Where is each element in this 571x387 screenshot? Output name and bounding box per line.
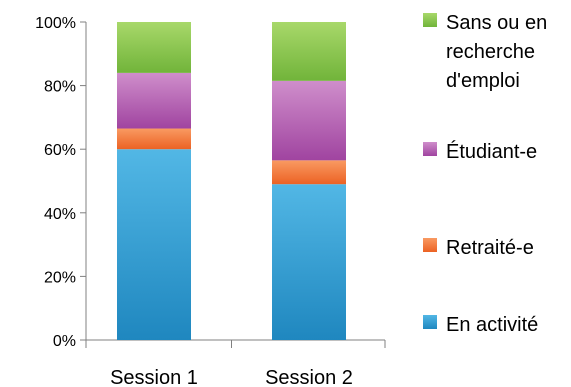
bar-segment — [117, 128, 191, 150]
legend-swatch — [423, 142, 437, 156]
legend-label: Sans ou en — [446, 12, 547, 34]
legend-swatch — [423, 238, 437, 252]
legend-swatch — [423, 315, 437, 329]
y-tick-label: 40% — [44, 206, 76, 223]
legend-label: d'emploi — [446, 70, 520, 92]
bar-segment — [117, 72, 191, 129]
plot-area: 0% 20% 40% 60% 80% 100% Session 1 Session 2 — [35, 15, 386, 387]
legend-label: En activité — [446, 314, 538, 336]
bar-segment — [272, 160, 346, 185]
y-tick-label: 100% — [35, 15, 76, 32]
bar-segment — [272, 22, 346, 81]
legend-label: Étudiant-e — [446, 140, 537, 163]
x-category-label: Session 1 — [110, 367, 198, 387]
bar-segment — [272, 184, 346, 340]
legend: Sans ou en recherche d'emploi Étudiant-e Ret… — [423, 12, 547, 336]
y-tick-label: 60% — [44, 142, 76, 159]
legend-label: recherche — [446, 41, 535, 63]
y-tick-label: 80% — [44, 79, 76, 96]
legend-swatch — [423, 13, 437, 27]
y-tick-label: 20% — [44, 269, 76, 286]
bar-segment — [117, 149, 191, 340]
bar-segment — [272, 80, 346, 161]
y-tick-label: 0% — [53, 333, 76, 350]
legend-label: Retraité-e — [446, 237, 534, 259]
bar-segment — [117, 22, 191, 73]
x-category-label: Session 2 — [265, 367, 353, 387]
